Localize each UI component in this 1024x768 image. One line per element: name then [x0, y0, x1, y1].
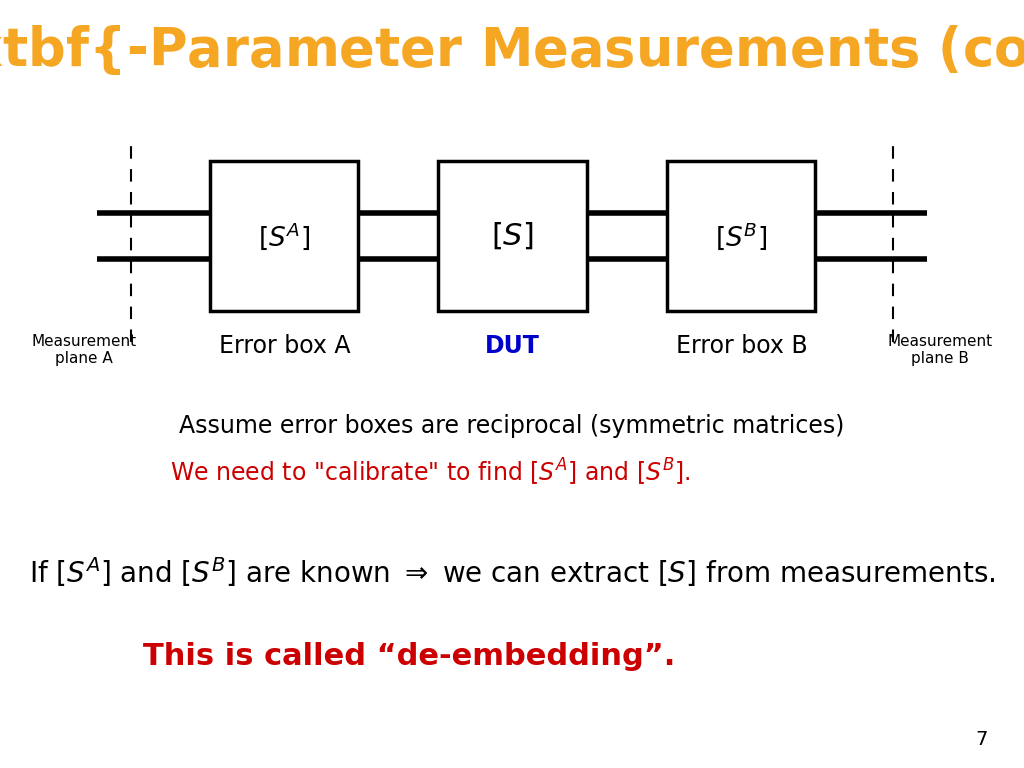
Text: $\mathit{S}$\textbf{-Parameter Measurements (cont.)}: $\mathit{S}$\textbf{-Parameter Measureme… — [0, 23, 1024, 77]
Text: DUT: DUT — [484, 334, 540, 358]
Text: Assume error boxes are reciprocal (symmetric matrices): Assume error boxes are reciprocal (symme… — [179, 414, 845, 439]
Text: If $\left[S^A\right]$ and $\left[S^B\right]$ are known $\Rightarrow$ we can extr: If $\left[S^A\right]$ and $\left[S^B\rig… — [29, 555, 995, 589]
Text: $\left[S\right]$: $\left[S\right]$ — [492, 221, 534, 251]
Text: Error box A: Error box A — [219, 334, 350, 358]
Text: This is called “de-embedding”.: This is called “de-embedding”. — [143, 642, 676, 671]
Text: $\left[S^B\right]$: $\left[S^B\right]$ — [715, 220, 767, 252]
Text: $\left[S^A\right]$: $\left[S^A\right]$ — [258, 220, 310, 252]
Bar — [438, 161, 587, 311]
Text: Error box B: Error box B — [676, 334, 807, 358]
Bar — [667, 161, 815, 311]
Bar — [210, 161, 358, 311]
Text: 7: 7 — [976, 730, 988, 749]
Text: Measurement
plane B: Measurement plane B — [888, 334, 992, 366]
Text: We need to "calibrate" to find $\left[S^A\right]$ and $\left[S^B\right]$.: We need to "calibrate" to find $\left[S^… — [170, 457, 690, 488]
Text: Measurement
plane A: Measurement plane A — [32, 334, 136, 366]
